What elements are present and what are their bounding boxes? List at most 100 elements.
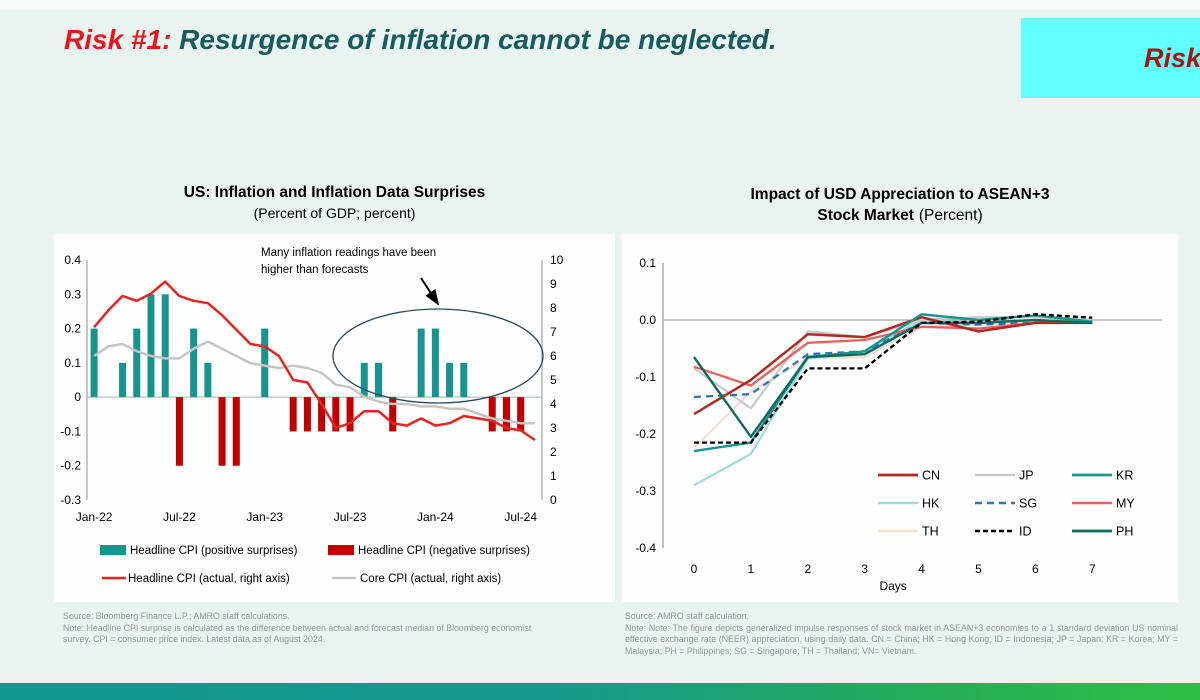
core-cpi-line (93, 340, 535, 425)
positive-surprise-bar (119, 362, 127, 398)
source-line: Source: Bloomberg Finance L.P.; AMRO sta… (63, 611, 290, 621)
source-line: Source: AMRO staff calculation. (625, 611, 750, 621)
us-inflation-title-sub: (Percent of GDP; percent) (253, 205, 416, 221)
x-axis-tick-label: 2 (804, 562, 811, 576)
top-strip (0, 0, 1200, 10)
x-axis-tick-label: 0 (691, 562, 698, 576)
left-axis-tick-label: 0.2 (64, 322, 81, 336)
headline-cpi-line (93, 280, 536, 442)
right-axis-tick-label: 10 (550, 253, 564, 267)
annotation-ellipse (332, 308, 544, 404)
negative-surprise-bar (318, 397, 326, 432)
usd-impact-source-note: Source: AMRO staff calculation. Note: No… (625, 611, 1178, 657)
usd-impact-chart-panel: 0.1 0.0 -0.1 -0.2 -0.3 -0.4 0 1 2 3 4 5 6 7 Days CN JP KR… (622, 234, 1178, 602)
negative-surprise-bar (332, 397, 340, 432)
us-inflation-source-note: Source: Bloomberg Finance L.P.; AMRO sta… (63, 611, 541, 646)
note-line: Note: Headline CPI surprise is calculate… (63, 622, 532, 645)
negative-surprise-bar (232, 397, 240, 466)
us-inflation-chart: 0.4 0.3 0.2 0.1 0 -0.1 -0.2 -0.3 0 1 2 3 4 5 6 7 8 9 10 Jan… (60, 247, 564, 585)
us-inflation-chart-title: US: Inflation and Inflation Data Surpris… (54, 182, 615, 224)
annotation-text-line2: higher than forecasts (261, 264, 369, 276)
right-axis-tick-label: 5 (550, 373, 557, 387)
x-axis-tick-label: 3 (861, 562, 868, 576)
y-axis-tick-label: -0.2 (635, 427, 656, 441)
right-axis-tick-label: 7 (550, 325, 557, 339)
series-line-id (694, 313, 1093, 444)
negative-surprise-bar (218, 397, 226, 466)
y-axis-tick-label: -0.3 (635, 484, 656, 498)
series-line-cn (693, 315, 1093, 416)
legend-label: Core CPI (actual, right axis) (360, 573, 501, 585)
positive-surprise-bar (147, 294, 155, 398)
usd-impact-title-line2-normal: (Percent) (918, 207, 983, 224)
usd-impact-title-line1: Impact of USD Appreciation to ASEAN+3 (750, 186, 1050, 203)
legend-label: MY (1116, 497, 1135, 511)
right-axis-tick-label: 3 (550, 421, 557, 435)
right-axis-tick-label: 2 (550, 445, 557, 459)
corner-tab-label: Risk (1143, 42, 1200, 73)
positive-surprise-bar (431, 328, 439, 398)
positive-surprise-bar (417, 328, 425, 398)
negative-surprise-bar (175, 397, 183, 466)
positive-surprise-bar (360, 362, 368, 398)
right-axis-tick-label: 8 (550, 301, 557, 315)
legend-label: JP (1019, 469, 1034, 483)
chart-legend: Headline CPI (positive surprises) Headlin… (100, 545, 530, 585)
x-axis-tick-label: Jan-23 (246, 510, 283, 524)
legend-label: SG (1019, 497, 1037, 511)
x-axis-title: Days (879, 579, 906, 593)
legend-label: ID (1019, 525, 1032, 539)
left-axis-tick-label: 0.4 (64, 253, 81, 267)
us-inflation-chart-panel: 0.4 0.3 0.2 0.1 0 -0.1 -0.2 -0.3 0 1 2 3 4 5 6 7 8 9 10 Jan… (54, 234, 615, 602)
negative-surprise-bar (289, 397, 297, 432)
left-axis-tick-label: 0.3 (64, 287, 81, 301)
negative-surprise-bar (517, 397, 525, 432)
x-axis-tick-label: Jul-22 (163, 510, 196, 524)
footer-band (0, 683, 1200, 700)
right-axis-tick-label: 6 (550, 349, 557, 363)
positive-surprise-bar (133, 328, 141, 398)
x-axis-tick-label: Jul-24 (504, 510, 537, 524)
legend-label: KR (1116, 469, 1133, 483)
left-axis-tick-label: -0.1 (60, 424, 81, 438)
left-axis-tick-label: -0.2 (60, 459, 81, 473)
corner-tab[interactable]: Risk (1021, 18, 1200, 98)
negative-surprise-bar (389, 397, 397, 432)
right-axis-tick-label: 0 (550, 493, 557, 507)
series-line-jp (693, 316, 1093, 410)
us-inflation-title-main: US: Inflation and Inflation Data Surpris… (183, 184, 486, 201)
left-axis-tick-label: 0 (74, 390, 81, 404)
x-axis-tick-label: Jan-22 (76, 510, 113, 524)
cpi-surprise-bars (90, 294, 525, 466)
positive-surprise-bar (460, 362, 468, 398)
right-axis-tick-label: 1 (550, 469, 557, 483)
page-title: Risk #1: Resurgence of inflation cannot … (64, 24, 777, 56)
legend-label: Headline CPI (positive surprises) (130, 545, 298, 557)
positive-surprise-bar (161, 294, 169, 398)
annotation-text-line1: Many inflation readings have been (261, 247, 436, 259)
x-axis-tick-label: 5 (975, 562, 982, 576)
positive-surprise-bar (446, 362, 454, 398)
x-axis-tick-label: 4 (918, 562, 925, 576)
right-axis-tick-label: 9 (550, 277, 557, 291)
positive-surprise-bar (204, 362, 212, 398)
x-axis-tick-label: Jul-23 (334, 510, 367, 524)
negative-surprise-bar (303, 397, 311, 432)
positive-surprise-bar (261, 328, 269, 398)
y-axis-tick-label: 0.1 (639, 256, 656, 270)
usd-impact-title-line2-bold: Stock Market (817, 207, 914, 224)
positive-surprise-bar (190, 328, 198, 398)
y-axis-tick-label: -0.1 (635, 370, 656, 384)
x-axis-tick-label: Jan-24 (417, 510, 454, 524)
x-axis-tick-label: 1 (748, 562, 755, 576)
note-line: Note: Note: The figure depicts generaliz… (625, 622, 1178, 656)
series-line-ph (693, 318, 1093, 439)
chart-legend: CN JP KR HK SG MY TH ID PH (878, 469, 1135, 539)
annotation-arrow (420, 277, 440, 306)
legend-label: PH (1116, 525, 1133, 539)
left-axis-tick-label: 0.1 (64, 356, 81, 370)
usd-impact-chart: 0.1 0.0 -0.1 -0.2 -0.3 -0.4 0 1 2 3 4 5 6 7 Days CN JP KR… (635, 256, 1162, 593)
legend-label: TH (922, 525, 939, 539)
legend-swatch-negative (328, 545, 354, 555)
positive-surprise-bar (90, 328, 98, 398)
